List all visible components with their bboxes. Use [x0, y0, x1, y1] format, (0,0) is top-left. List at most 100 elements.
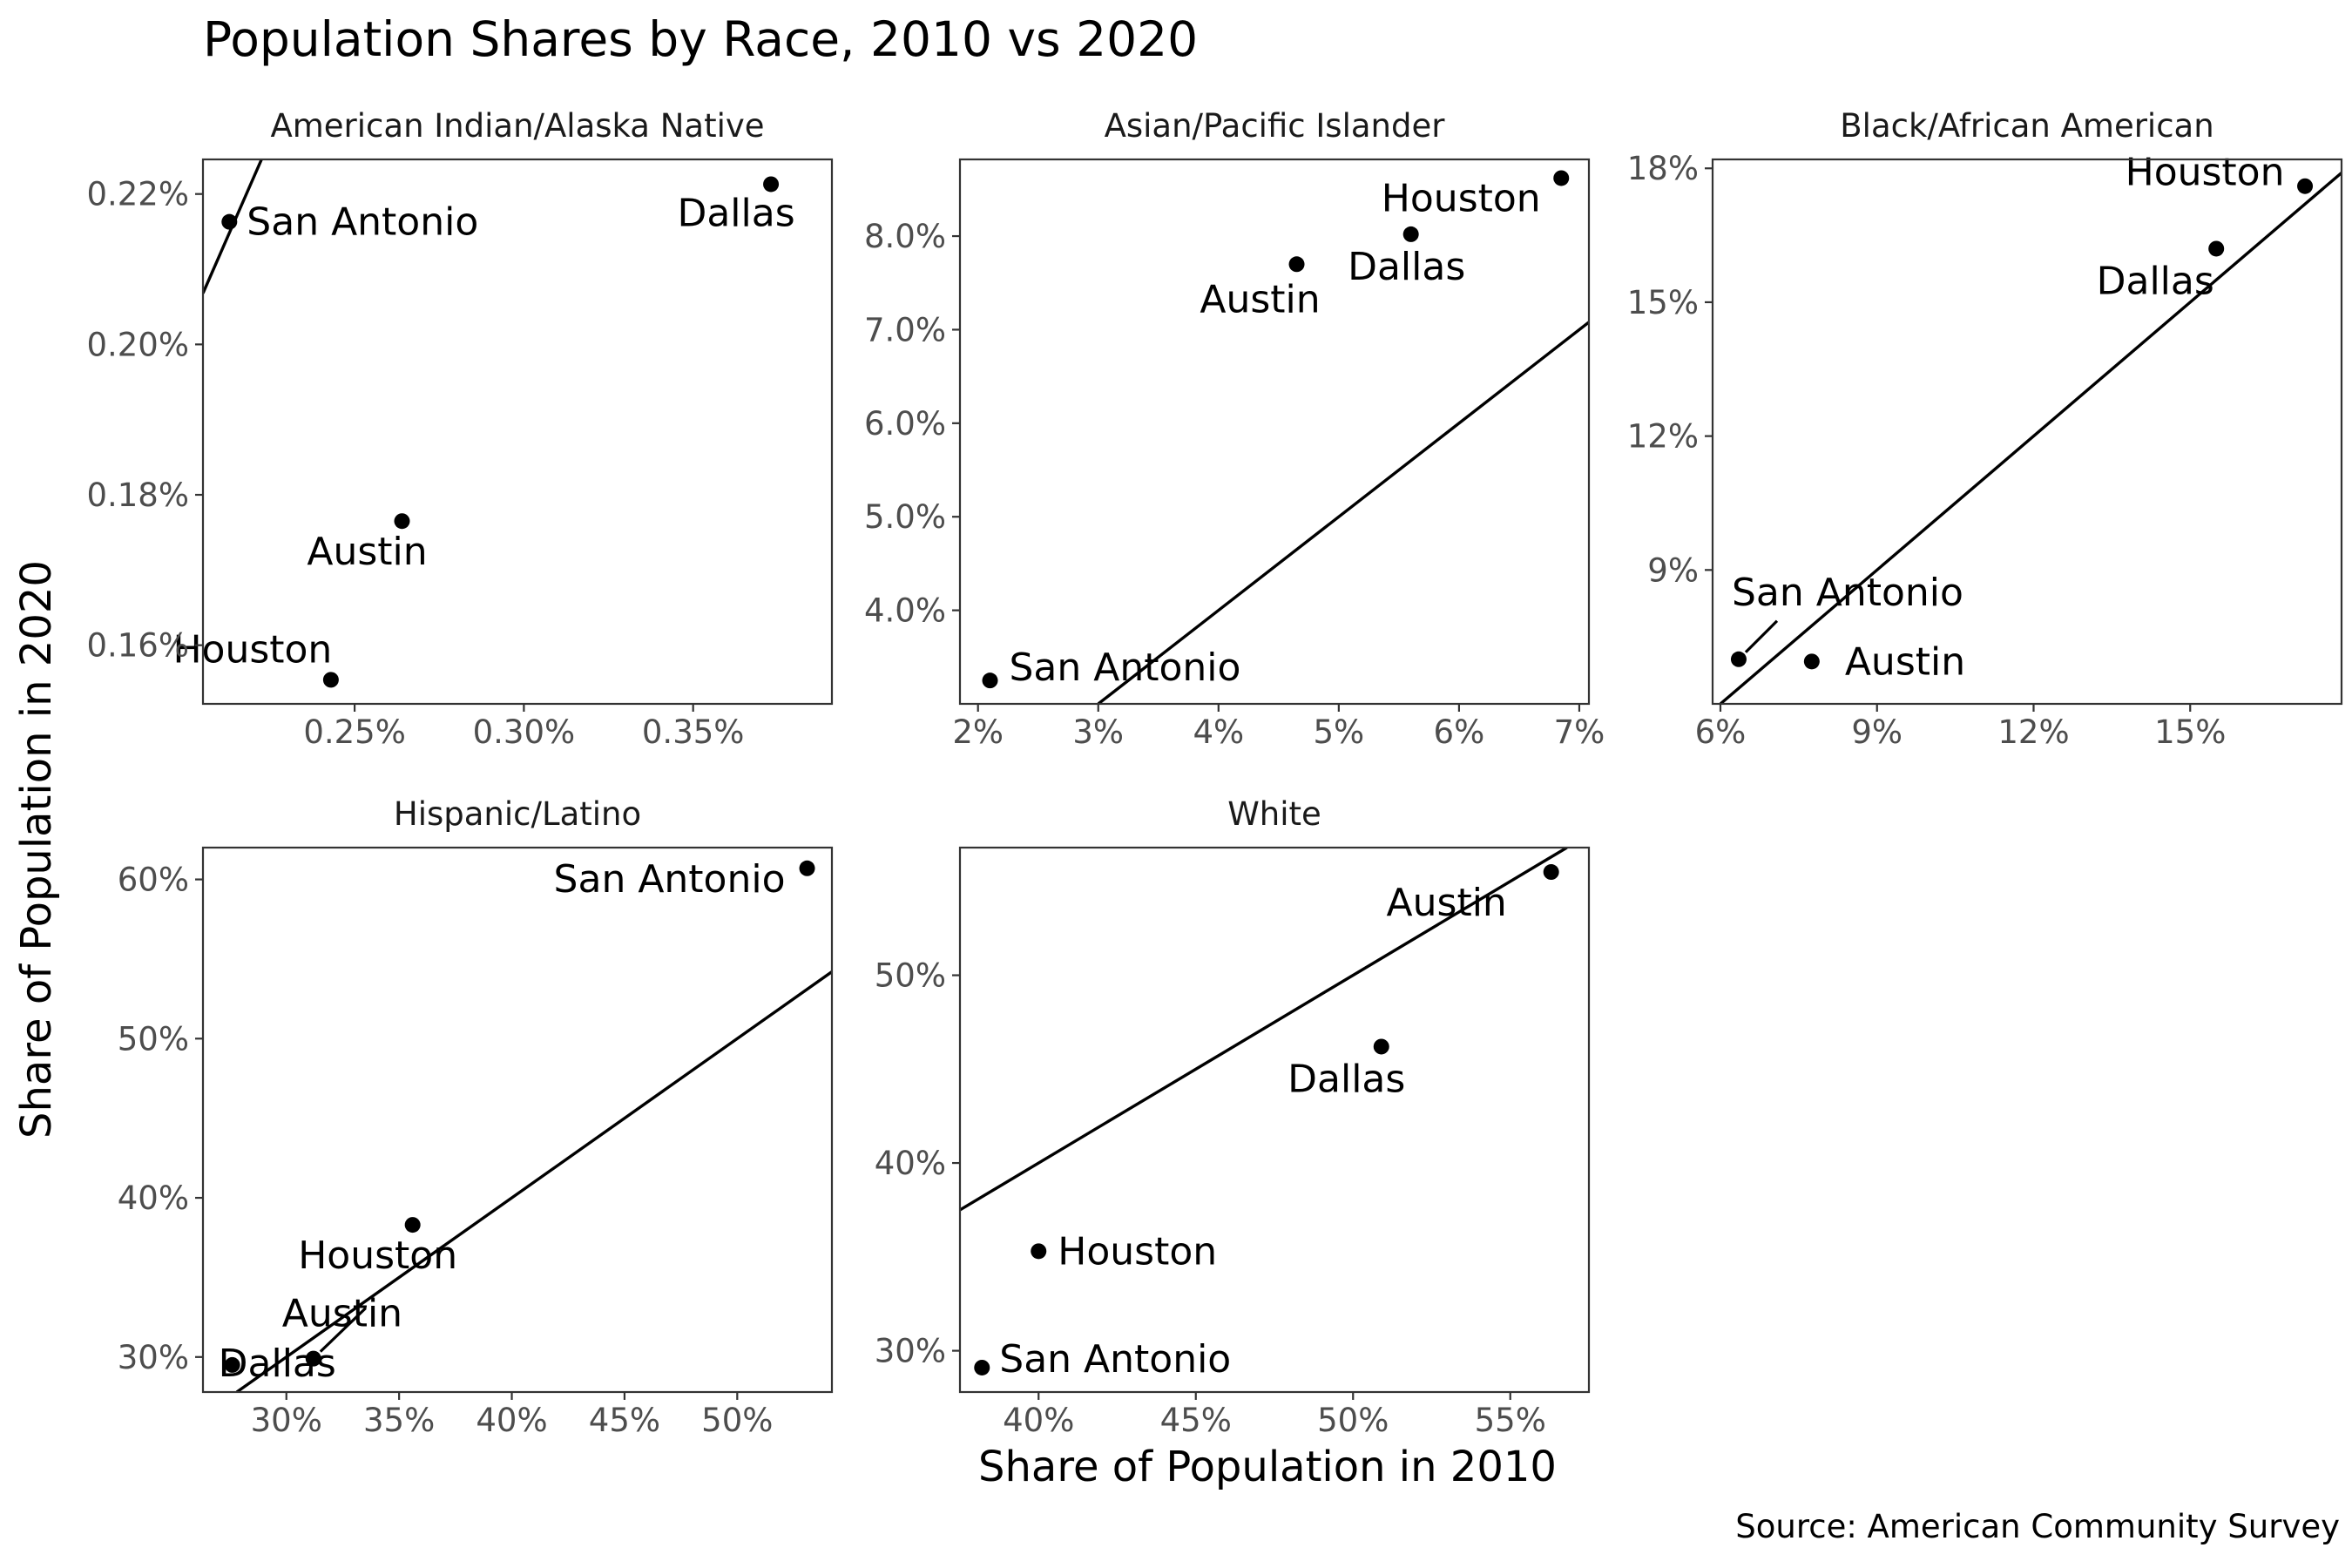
- y-tick-label: 50%: [875, 957, 946, 995]
- x-tick-label: 15%: [2154, 713, 2226, 751]
- reference-line: [1719, 172, 2342, 704]
- point-label-houston: Houston: [1058, 1229, 1217, 1274]
- x-tick-label: 6%: [1434, 713, 1485, 751]
- data-point-dallas: [1373, 1038, 1389, 1055]
- facet-panel-white: White Austin Dallas Houston San Antonio 40% 45…: [875, 795, 1591, 1439]
- data-point-houston: [404, 1217, 421, 1233]
- y-tick-label: 4.0%: [864, 592, 946, 630]
- data-point-austin: [1543, 864, 1559, 881]
- data-point-san-antonio: [799, 860, 815, 876]
- y-tick-label: 60%: [118, 862, 189, 899]
- data-point-austin: [305, 1350, 321, 1367]
- point-label-dallas: Dallas: [2097, 259, 2214, 303]
- facet-panel-asian-pacific-islander: Asian/Pacific Islander Austin Dallas Housto…: [864, 107, 1605, 751]
- x-tick-label: 55%: [1475, 1402, 1546, 1439]
- x-tick-label: 7%: [1554, 713, 1605, 751]
- point-label-dallas: Dallas: [1288, 1057, 1405, 1101]
- data-point-dallas: [2208, 240, 2225, 257]
- data-point-houston: [1553, 170, 1570, 186]
- x-tick-label: 40%: [1003, 1402, 1074, 1439]
- y-tick-label: 0.22%: [86, 176, 189, 213]
- point-label-dallas: Dallas: [219, 1342, 336, 1386]
- panel-border: [958, 158, 1591, 706]
- x-axis-title: Share of Population in 2010: [978, 1443, 1557, 1491]
- y-tick-label: 12%: [1627, 418, 1699, 456]
- point-label-dallas: Dallas: [1348, 245, 1465, 289]
- reference-line: [235, 970, 832, 1392]
- data-point-austin: [394, 513, 410, 530]
- x-tick-label: 35%: [363, 1402, 435, 1439]
- x-tick-label: 4%: [1193, 713, 1244, 751]
- point-label-san-antonio: San Antonio: [1732, 571, 1963, 615]
- y-tick-label: 40%: [118, 1179, 189, 1217]
- point-label-austin: Austin: [1845, 639, 1965, 684]
- y-tick-label: 0.18%: [86, 476, 189, 514]
- point-label-san-antonio: San Antonio: [999, 1337, 1231, 1382]
- y-axis-title: Share of Population in 2020: [12, 560, 61, 1139]
- panel-border: [1711, 158, 2343, 706]
- label-leader-austin: [319, 1307, 367, 1353]
- x-tick-label: 30%: [251, 1402, 322, 1439]
- facet-panel-hispanic-latino: Hispanic/Latino Austin Dallas Houston San An…: [118, 795, 834, 1439]
- x-tick-label: 50%: [1317, 1402, 1389, 1439]
- point-label-dallas: Dallas: [677, 191, 794, 235]
- reference-line: [960, 848, 1568, 1212]
- data-point-dallas: [1402, 226, 1419, 242]
- facet-title: White: [1227, 795, 1321, 833]
- panel-border: [201, 158, 834, 706]
- label-leader-san-antonio: [1744, 619, 1779, 653]
- y-tick-label: 30%: [875, 1333, 946, 1370]
- y-tick-label: 9%: [1647, 551, 1699, 589]
- point-label-san-antonio: San Antonio: [554, 857, 786, 902]
- data-point-austin: [1803, 653, 1820, 670]
- x-tick-label: 45%: [1160, 1402, 1232, 1439]
- point-label-austin: Austin: [1387, 881, 1507, 925]
- data-point-houston: [1031, 1243, 1047, 1260]
- x-tick-label: 6%: [1695, 713, 1747, 751]
- facet-panel-american-indian-alaska-native: American Indian/Alaska Native Austin Dalla…: [86, 107, 834, 751]
- data-point-san-antonio: [221, 213, 238, 230]
- y-tick-label: 18%: [1627, 150, 1699, 187]
- y-tick-label: 6.0%: [864, 405, 946, 443]
- facet-panel-black-african-american: Black/African American Austin Dallas Housto…: [1627, 107, 2343, 751]
- x-tick-label: 12%: [1997, 713, 2069, 751]
- source-caption: Source: American Community Survey: [1735, 1508, 2340, 1545]
- point-label-houston: Houston: [1382, 176, 1541, 220]
- y-tick-label: 15%: [1627, 284, 1699, 321]
- facet-title: American Indian/Alaska Native: [270, 107, 764, 145]
- data-point-dallas: [763, 176, 780, 193]
- x-tick-label: 2%: [952, 713, 1004, 751]
- x-tick-label: 40%: [476, 1402, 547, 1439]
- x-tick-label: 0.25%: [303, 713, 406, 751]
- data-point-houston: [2297, 178, 2314, 194]
- x-tick-label: 50%: [701, 1402, 773, 1439]
- point-label-houston: Houston: [298, 1233, 457, 1278]
- data-point-san-antonio: [974, 1359, 990, 1375]
- y-tick-label: 0.20%: [86, 326, 189, 363]
- x-tick-label: 5%: [1314, 713, 1365, 751]
- point-label-san-antonio: San Antonio: [1010, 645, 1241, 690]
- panel-border: [201, 846, 834, 1394]
- point-label-houston: Houston: [172, 627, 332, 672]
- data-point-san-antonio: [1730, 651, 1747, 667]
- data-point-san-antonio: [982, 672, 998, 689]
- x-tick-label: 45%: [589, 1402, 660, 1439]
- y-tick-label: 50%: [118, 1020, 189, 1058]
- y-tick-label: 40%: [875, 1145, 946, 1182]
- data-point-austin: [1288, 256, 1305, 273]
- point-label-austin: Austin: [282, 1292, 402, 1336]
- facet-title: Black/African American: [1840, 107, 2213, 145]
- x-tick-label: 3%: [1072, 713, 1124, 751]
- point-label-san-antonio: San Antonio: [247, 200, 478, 245]
- data-point-dallas: [224, 1356, 240, 1373]
- y-tick-label: 5.0%: [864, 498, 946, 536]
- facet-panels: American Indian/Alaska Native Austin Dalla…: [86, 107, 2343, 1439]
- data-point-houston: [322, 672, 339, 688]
- chart-title: Population Shares by Race, 2010 vs 2020: [203, 11, 1198, 67]
- x-tick-label: 0.30%: [473, 713, 576, 751]
- x-tick-label: 9%: [1851, 713, 1903, 751]
- y-tick-label: 0.16%: [86, 627, 189, 665]
- y-tick-label: 30%: [118, 1339, 189, 1376]
- point-label-austin: Austin: [1200, 277, 1320, 321]
- point-label-austin: Austin: [307, 530, 427, 574]
